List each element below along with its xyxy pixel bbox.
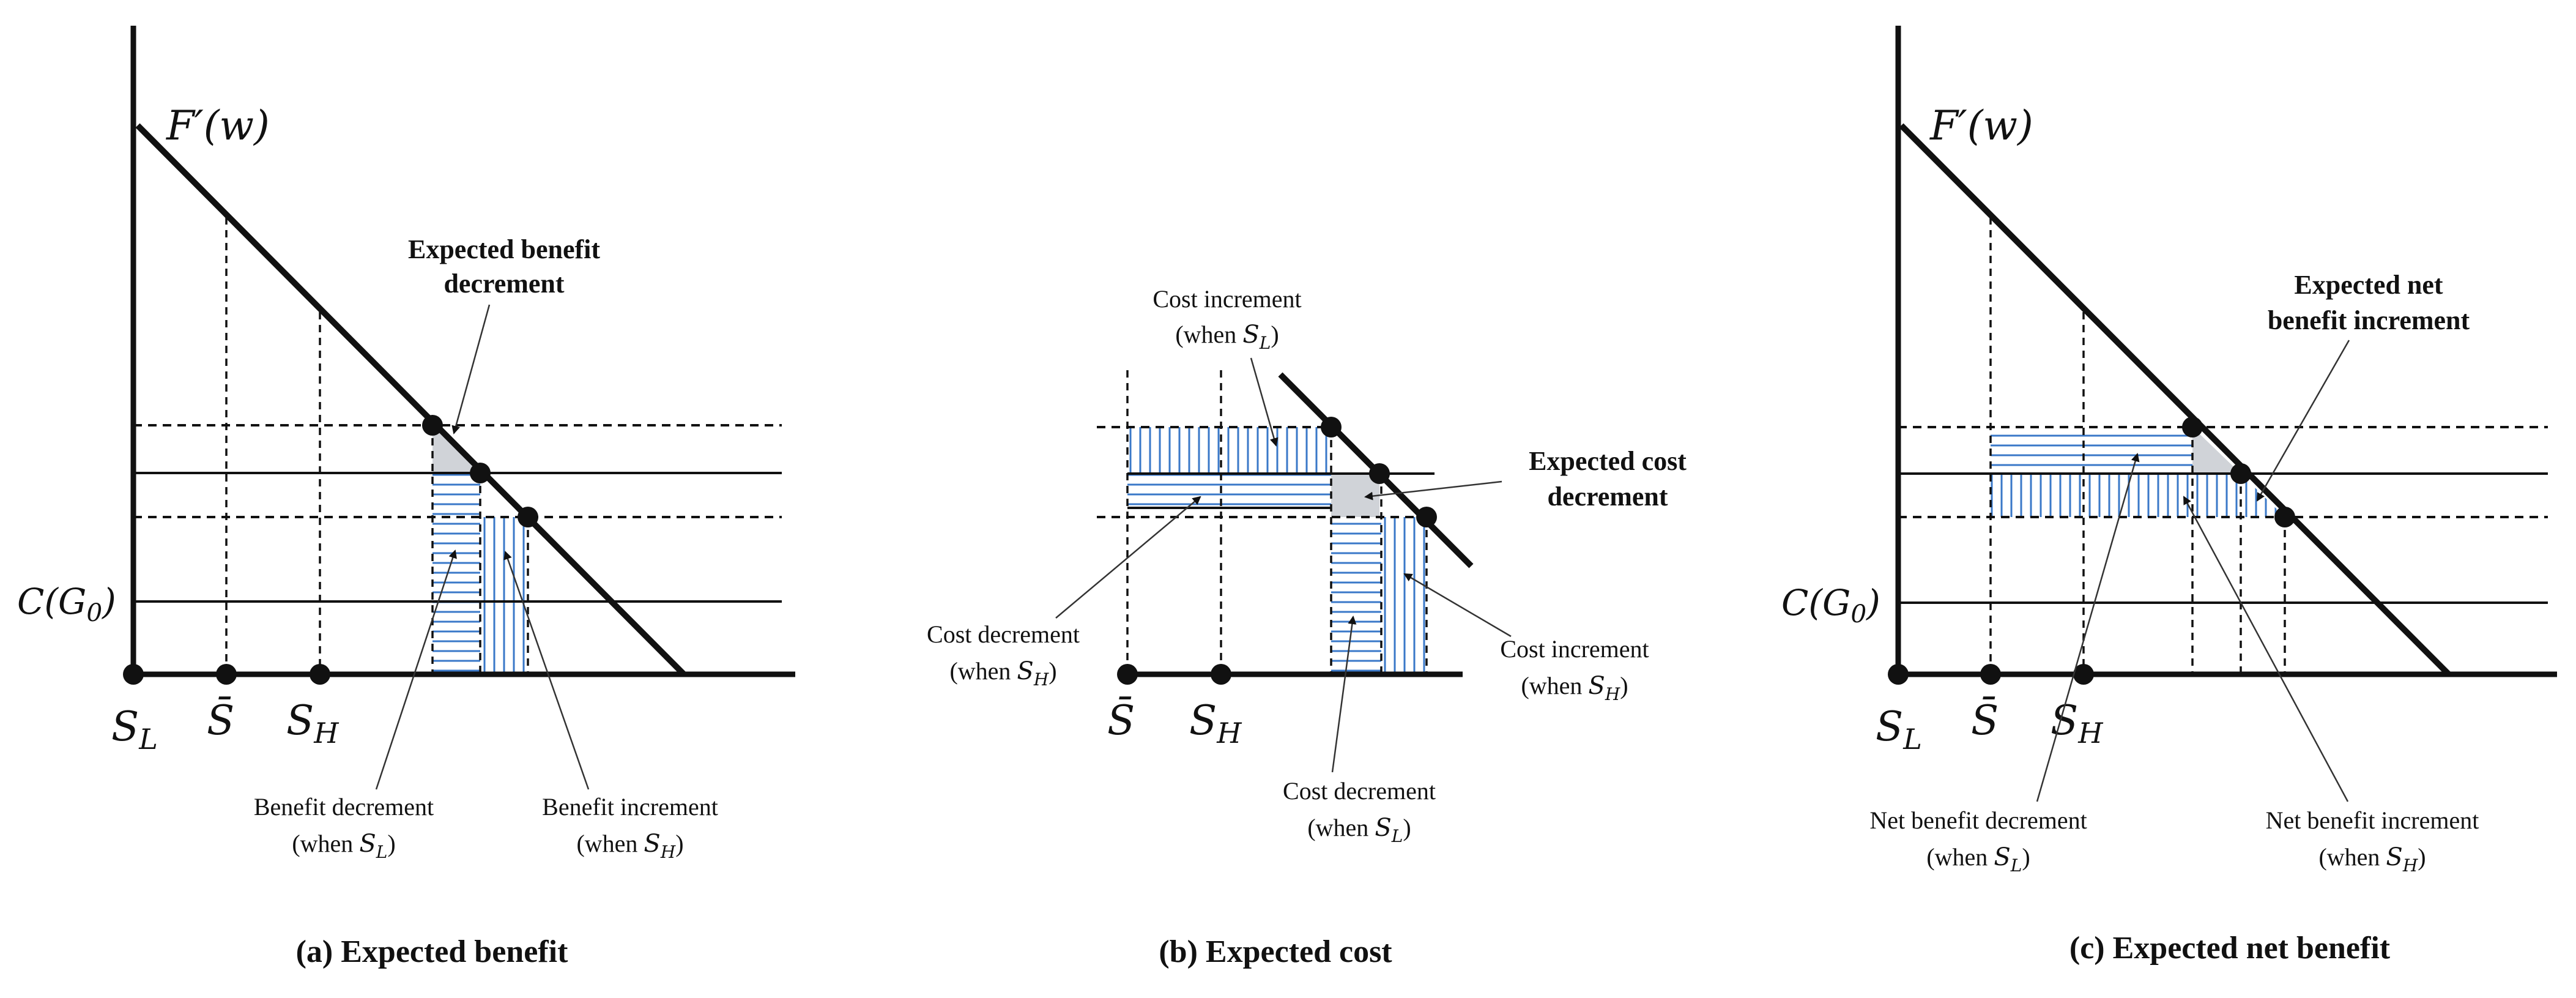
cost-label-c: C(G0)	[1781, 582, 1880, 628]
arrow-title-b	[1364, 480, 1502, 501]
curve-label: F′(w)	[166, 102, 270, 149]
arrow-benefit-decrement	[375, 549, 457, 790]
cost-decrement-sl-region	[1331, 517, 1381, 674]
net-benefit-increment-region	[1991, 474, 2285, 517]
s-bar-label: S̄	[207, 697, 234, 744]
point-upper	[422, 415, 443, 436]
point-s-high-b	[1211, 664, 1231, 685]
point-lower	[518, 507, 538, 527]
point-upper-b	[1321, 417, 1342, 438]
cost-increment-sh-region	[1381, 517, 1427, 674]
point-upper-c	[2182, 417, 2203, 438]
point-lower-b	[1416, 507, 1437, 527]
s-bar-label-b: S̄	[1107, 697, 1135, 744]
point-s-bar-c	[1980, 664, 2001, 685]
marginal-benefit-curve	[135, 123, 686, 677]
cost-decrement-sh-note-2: (when SH)	[949, 657, 1056, 690]
arrow-cost-decrement-sl	[1331, 616, 1357, 773]
expected-net-benefit-increment-title-2: benefit increment	[2268, 305, 2470, 335]
net-benefit-increment-note: Net benefit increment	[2266, 806, 2479, 834]
panel-c: F′(w) C(G0) SL S̄ SH Expected net benefi…	[1781, 26, 2557, 966]
benefit-decrement-note: Benefit decrement	[254, 793, 434, 821]
point-s-low-c	[1888, 664, 1909, 685]
cost-decrement-sl-note-2: (when SL)	[1307, 814, 1411, 846]
expected-benefit-decrement-title: Expected benefit	[408, 234, 600, 264]
marginal-benefit-curve-c	[1899, 123, 2451, 677]
cost-increment-sl-note-2: (when SL)	[1175, 321, 1279, 353]
point-mid-c	[2230, 463, 2251, 484]
s-low-label: SL	[111, 703, 158, 756]
caption-a: (a) Expected benefit	[296, 934, 568, 969]
net-benefit-decrement-note-2: (when SL)	[1926, 843, 2030, 876]
point-s-high	[310, 664, 330, 685]
net-benefit-decrement-note: Net benefit decrement	[1869, 806, 2087, 834]
curve-label-c: F′(w)	[1929, 102, 2033, 149]
point-mid-b	[1369, 463, 1390, 484]
arrow-net-benefit-increment	[2183, 496, 2349, 802]
benefit-decrement-note-2: (when SL)	[292, 830, 395, 862]
cost-increment-sh-note-2: (when SH)	[1521, 672, 1628, 704]
arrow-cost-increment-sh	[1403, 573, 1512, 638]
arrow-net-benefit-decrement	[2036, 453, 2140, 802]
s-high-label-c: SH	[2051, 697, 2104, 750]
expected-net-benefit-increment-region	[2192, 427, 2241, 474]
cost-increment-sl-note: Cost increment	[1153, 285, 1301, 313]
expected-benefit-decrement-title-2: decrement	[444, 269, 564, 299]
cost-label: C(G0)	[17, 581, 116, 627]
point-s-low	[123, 664, 144, 685]
arrow-cost-decrement-sh	[1055, 496, 1201, 619]
cost-increment-sl-region	[1127, 427, 1331, 474]
expected-cost-decrement-title: Expected cost	[1529, 446, 1687, 476]
expected-cost-decrement-region	[1331, 474, 1379, 517]
benefit-increment-note: Benefit increment	[542, 793, 718, 821]
caption-b: (b) Expected cost	[1159, 934, 1392, 969]
arrow-cost-increment-sl	[1250, 357, 1279, 447]
benefit-increment-note-2: (when SH)	[576, 830, 683, 862]
point-mid	[470, 463, 491, 483]
point-s-high-c	[2073, 664, 2094, 685]
cost-increment-sh-note: Cost increment	[1500, 635, 1649, 663]
expected-net-benefit-increment-title: Expected net	[2294, 270, 2443, 300]
s-low-label-c: SL	[1876, 703, 1922, 756]
arrow-title-a	[451, 304, 491, 434]
s-high-label-b: SH	[1189, 697, 1242, 750]
panel-b: S̄ SH Cost increment (when SL) Expected …	[927, 285, 1687, 969]
point-lower-c	[2274, 507, 2295, 527]
net-benefit-decrement-region	[1991, 427, 2192, 474]
panel-a: F′(w) C(G0) SL S̄ SH Expected benefit de…	[17, 26, 795, 969]
expected-cost-decrement-title-2: decrement	[1547, 482, 1668, 512]
cost-decrement-sh-note: Cost decrement	[927, 620, 1080, 648]
point-s-bar	[216, 664, 237, 685]
point-s-bar-b	[1117, 664, 1138, 685]
cost-decrement-sh-region	[1127, 474, 1331, 507]
caption-c: (c) Expected net benefit	[2069, 931, 2391, 966]
benefit-decrement-region	[432, 474, 480, 673]
cost-decrement-sl-note: Cost decrement	[1283, 777, 1436, 805]
arrow-benefit-increment	[503, 551, 590, 790]
net-benefit-increment-note-2: (when SH)	[2318, 843, 2426, 876]
s-bar-label-c: S̄	[1971, 697, 1999, 744]
arrow-title-c	[2256, 340, 2350, 502]
s-high-label: SH	[286, 697, 340, 750]
